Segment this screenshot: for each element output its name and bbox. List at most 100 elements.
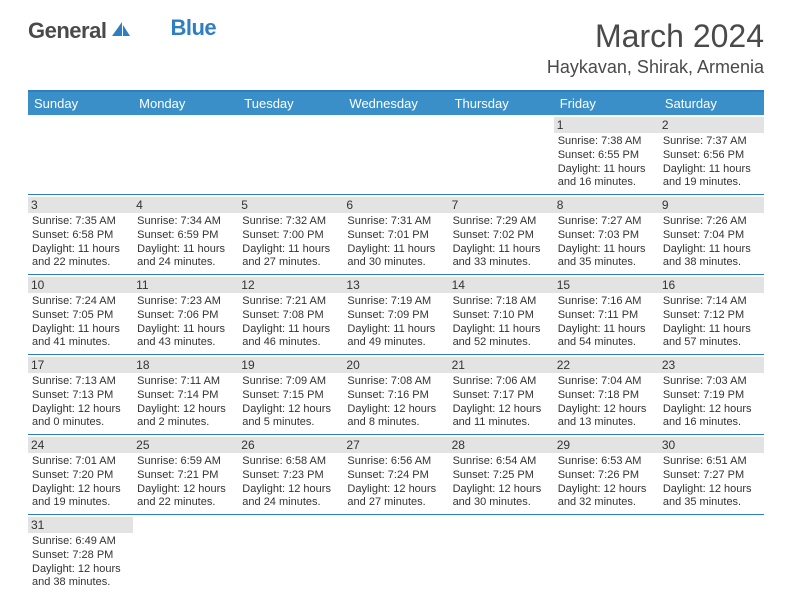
day-cell: 23Sunrise: 7:03 AMSunset: 7:19 PMDayligh… [659, 355, 764, 434]
day-cell: 28Sunrise: 6:54 AMSunset: 7:25 PMDayligh… [449, 435, 554, 514]
month-title: March 2024 [547, 18, 764, 55]
title-block: March 2024 Haykavan, Shirak, Armenia [547, 18, 764, 78]
week-row: 31Sunrise: 6:49 AMSunset: 7:28 PMDayligh… [28, 515, 764, 594]
day-sunset: Sunset: 7:17 PM [453, 389, 550, 403]
day-sunrise: Sunrise: 7:03 AM [663, 375, 760, 389]
day-day1: Daylight: 11 hours [242, 323, 339, 337]
day-day1: Daylight: 12 hours [242, 403, 339, 417]
day-day2: and 2 minutes. [137, 416, 234, 430]
day-day2: and 19 minutes. [32, 496, 129, 510]
day-day2: and 27 minutes. [347, 496, 444, 510]
week-row: 1Sunrise: 7:38 AMSunset: 6:55 PMDaylight… [28, 115, 764, 195]
day-sunrise: Sunrise: 7:29 AM [453, 215, 550, 229]
day-number: 1 [554, 117, 659, 133]
day-sunset: Sunset: 7:00 PM [242, 229, 339, 243]
day-number: 28 [449, 437, 554, 453]
day-sunrise: Sunrise: 7:23 AM [137, 295, 234, 309]
day-day2: and 24 minutes. [242, 496, 339, 510]
day-sunrise: Sunrise: 7:34 AM [137, 215, 234, 229]
day-sunrise: Sunrise: 6:58 AM [242, 455, 339, 469]
day-sunset: Sunset: 7:28 PM [32, 549, 129, 563]
day-day1: Daylight: 11 hours [558, 323, 655, 337]
empty-cell [449, 115, 554, 194]
day-sunset: Sunset: 7:04 PM [663, 229, 760, 243]
day-cell: 3Sunrise: 7:35 AMSunset: 6:58 PMDaylight… [28, 195, 133, 274]
day-day1: Daylight: 12 hours [137, 403, 234, 417]
day-number: 16 [659, 277, 764, 293]
day-sunset: Sunset: 6:58 PM [32, 229, 129, 243]
day-day1: Daylight: 11 hours [32, 323, 129, 337]
day-number: 22 [554, 357, 659, 373]
day-sunrise: Sunrise: 6:56 AM [347, 455, 444, 469]
day-cell: 30Sunrise: 6:51 AMSunset: 7:27 PMDayligh… [659, 435, 764, 514]
day-day2: and 54 minutes. [558, 336, 655, 350]
dow-saturday: Saturday [659, 92, 764, 115]
day-day2: and 57 minutes. [663, 336, 760, 350]
day-number: 8 [554, 197, 659, 213]
day-cell: 1Sunrise: 7:38 AMSunset: 6:55 PMDaylight… [554, 115, 659, 194]
day-sunrise: Sunrise: 7:16 AM [558, 295, 655, 309]
day-day2: and 46 minutes. [242, 336, 339, 350]
day-sunset: Sunset: 7:01 PM [347, 229, 444, 243]
day-sunrise: Sunrise: 6:53 AM [558, 455, 655, 469]
day-number: 13 [343, 277, 448, 293]
day-day1: Daylight: 12 hours [663, 403, 760, 417]
day-sunrise: Sunrise: 7:26 AM [663, 215, 760, 229]
day-sunset: Sunset: 7:10 PM [453, 309, 550, 323]
day-sunrise: Sunrise: 7:08 AM [347, 375, 444, 389]
day-number: 17 [28, 357, 133, 373]
day-cell: 6Sunrise: 7:31 AMSunset: 7:01 PMDaylight… [343, 195, 448, 274]
day-cell: 19Sunrise: 7:09 AMSunset: 7:15 PMDayligh… [238, 355, 343, 434]
day-sunrise: Sunrise: 7:04 AM [558, 375, 655, 389]
day-sunrise: Sunrise: 7:31 AM [347, 215, 444, 229]
day-day2: and 5 minutes. [242, 416, 339, 430]
day-cell: 7Sunrise: 7:29 AMSunset: 7:02 PMDaylight… [449, 195, 554, 274]
calendar: Sunday Monday Tuesday Wednesday Thursday… [28, 90, 764, 594]
day-day2: and 30 minutes. [347, 256, 444, 270]
day-sunset: Sunset: 7:26 PM [558, 469, 655, 483]
day-sunset: Sunset: 7:14 PM [137, 389, 234, 403]
dow-thursday: Thursday [449, 92, 554, 115]
day-day2: and 16 minutes. [558, 176, 655, 190]
dow-friday: Friday [554, 92, 659, 115]
day-number: 26 [238, 437, 343, 453]
day-sunset: Sunset: 7:16 PM [347, 389, 444, 403]
day-day1: Daylight: 12 hours [558, 403, 655, 417]
day-cell: 5Sunrise: 7:32 AMSunset: 7:00 PMDaylight… [238, 195, 343, 274]
day-sunrise: Sunrise: 7:37 AM [663, 135, 760, 149]
day-number: 11 [133, 277, 238, 293]
day-day2: and 38 minutes. [663, 256, 760, 270]
day-day2: and 30 minutes. [453, 496, 550, 510]
day-sunrise: Sunrise: 7:27 AM [558, 215, 655, 229]
day-day1: Daylight: 11 hours [453, 323, 550, 337]
day-day1: Daylight: 12 hours [32, 483, 129, 497]
day-day2: and 35 minutes. [558, 256, 655, 270]
day-day1: Daylight: 11 hours [663, 163, 760, 177]
empty-cell [238, 515, 343, 594]
day-sunset: Sunset: 7:11 PM [558, 309, 655, 323]
day-sunset: Sunset: 6:55 PM [558, 149, 655, 163]
day-sunrise: Sunrise: 7:32 AM [242, 215, 339, 229]
day-number: 18 [133, 357, 238, 373]
empty-cell [133, 115, 238, 194]
day-cell: 27Sunrise: 6:56 AMSunset: 7:24 PMDayligh… [343, 435, 448, 514]
day-cell: 13Sunrise: 7:19 AMSunset: 7:09 PMDayligh… [343, 275, 448, 354]
day-sunrise: Sunrise: 7:01 AM [32, 455, 129, 469]
day-cell: 26Sunrise: 6:58 AMSunset: 7:23 PMDayligh… [238, 435, 343, 514]
logo-text-blue: Blue [170, 15, 216, 41]
day-number: 24 [28, 437, 133, 453]
day-sunrise: Sunrise: 7:13 AM [32, 375, 129, 389]
day-day2: and 41 minutes. [32, 336, 129, 350]
day-number: 5 [238, 197, 343, 213]
day-number: 9 [659, 197, 764, 213]
day-sunrise: Sunrise: 7:19 AM [347, 295, 444, 309]
day-day2: and 52 minutes. [453, 336, 550, 350]
day-day2: and 16 minutes. [663, 416, 760, 430]
day-cell: 25Sunrise: 6:59 AMSunset: 7:21 PMDayligh… [133, 435, 238, 514]
day-sunset: Sunset: 7:06 PM [137, 309, 234, 323]
day-number: 14 [449, 277, 554, 293]
dow-monday: Monday [133, 92, 238, 115]
empty-cell [133, 515, 238, 594]
day-day1: Daylight: 11 hours [137, 323, 234, 337]
sail-icon [110, 20, 132, 43]
